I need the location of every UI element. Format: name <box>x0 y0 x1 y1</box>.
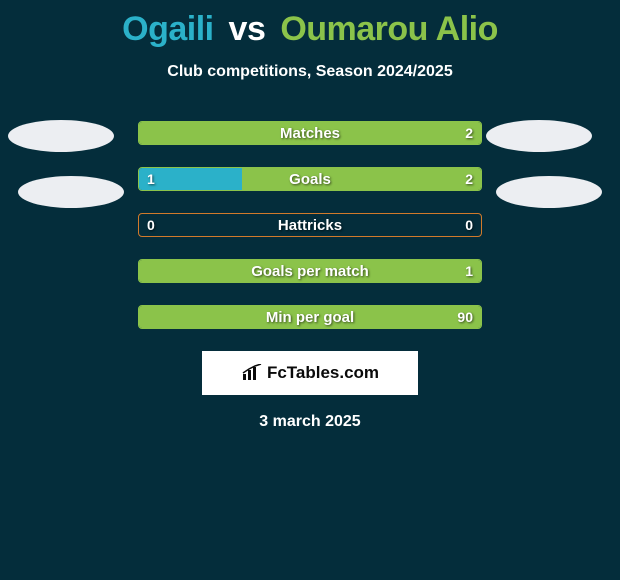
stat-bar: Matches2 <box>138 121 482 145</box>
player2-name: Oumarou Alio <box>280 10 498 48</box>
player1-avatar-bottom <box>18 176 124 208</box>
vs-text: vs <box>229 10 266 48</box>
bar-value-right: 1 <box>465 260 473 282</box>
stats-bars-container: Matches2Goals12Hattricks00Goals per matc… <box>138 121 482 329</box>
player2-avatar-bottom <box>496 176 602 208</box>
bar-value-right: 2 <box>465 168 473 190</box>
comparison-title: Ogaili vs Oumarou Alio <box>0 0 620 49</box>
bar-label: Min per goal <box>139 306 481 328</box>
stat-bar: Goals1 2 <box>138 167 482 191</box>
bar-value-right: 2 <box>465 122 473 144</box>
logo-box: FcTables.com <box>202 351 418 395</box>
player2-avatar-top <box>486 120 592 152</box>
stat-bar: Hattricks0 0 <box>138 213 482 237</box>
logo-text: FcTables.com <box>267 363 379 383</box>
bar-label: Hattricks <box>139 214 481 236</box>
bar-value-right: 90 <box>457 306 473 328</box>
subtitle: Club competitions, Season 2024/2025 <box>0 63 620 81</box>
chart-icon <box>241 364 263 382</box>
bar-label: Goals per match <box>139 260 481 282</box>
player1-avatar-top <box>8 120 114 152</box>
date-text: 3 march 2025 <box>0 413 620 431</box>
stat-bar: Min per goal90 <box>138 305 482 329</box>
bar-value-right: 0 <box>465 214 473 236</box>
bar-value-left: 1 <box>147 168 155 190</box>
stat-bar: Goals per match1 <box>138 259 482 283</box>
player1-name: Ogaili <box>122 10 213 48</box>
bar-value-left: 0 <box>147 214 155 236</box>
bar-label: Goals <box>139 168 481 190</box>
bar-label: Matches <box>139 122 481 144</box>
